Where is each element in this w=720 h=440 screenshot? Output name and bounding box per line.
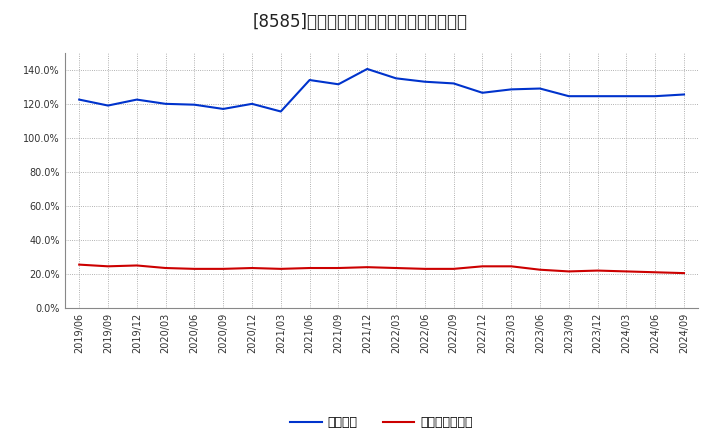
固定比率 [564, 94, 573, 99]
固定長期適合率 [420, 266, 429, 271]
固定長期適合率 [132, 263, 141, 268]
固定長期適合率 [449, 266, 458, 271]
固定長期適合率 [219, 266, 228, 271]
固定比率 [507, 87, 516, 92]
固定長期適合率 [104, 264, 112, 269]
固定比率 [75, 97, 84, 102]
固定比率 [536, 86, 544, 91]
固定長期適合率 [276, 266, 285, 271]
固定長期適合率 [680, 271, 688, 276]
固定比率 [276, 109, 285, 114]
固定比率 [420, 79, 429, 84]
固定長期適合率 [536, 267, 544, 272]
固定比率 [248, 101, 256, 106]
固定長期適合率 [593, 268, 602, 273]
固定比率 [449, 81, 458, 86]
固定比率 [622, 94, 631, 99]
固定長期適合率 [305, 265, 314, 271]
固定長期適合率 [190, 266, 199, 271]
固定長期適合率 [363, 264, 372, 270]
固定比率 [680, 92, 688, 97]
固定長期適合率 [161, 265, 170, 271]
Line: 固定長期適合率: 固定長期適合率 [79, 264, 684, 273]
固定比率 [190, 102, 199, 107]
Line: 固定比率: 固定比率 [79, 69, 684, 111]
固定長期適合率 [507, 264, 516, 269]
固定長期適合率 [248, 265, 256, 271]
固定長期適合率 [75, 262, 84, 267]
固定長期適合率 [622, 269, 631, 274]
固定比率 [392, 76, 400, 81]
固定長期適合率 [334, 265, 343, 271]
固定比率 [363, 66, 372, 72]
Text: [8585]　固定比率、固定長期適合率の推移: [8585] 固定比率、固定長期適合率の推移 [253, 13, 467, 31]
Legend: 固定比率, 固定長期適合率: 固定比率, 固定長期適合率 [285, 411, 478, 434]
固定比率 [219, 106, 228, 112]
固定比率 [478, 90, 487, 95]
固定比率 [161, 101, 170, 106]
固定比率 [651, 94, 660, 99]
固定比率 [305, 77, 314, 83]
固定長期適合率 [392, 265, 400, 271]
固定長期適合率 [651, 270, 660, 275]
固定比率 [593, 94, 602, 99]
固定長期適合率 [564, 269, 573, 274]
固定比率 [132, 97, 141, 102]
固定比率 [104, 103, 112, 108]
固定比率 [334, 82, 343, 87]
固定長期適合率 [478, 264, 487, 269]
